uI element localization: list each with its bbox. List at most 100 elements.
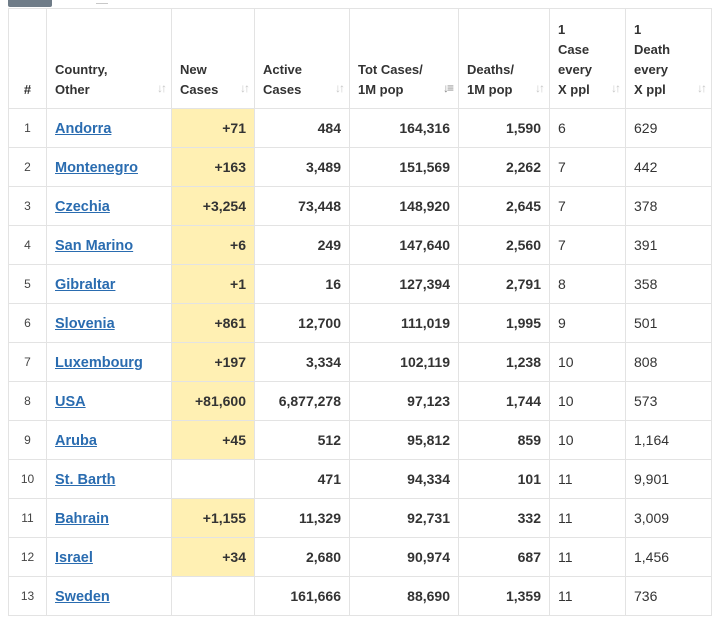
- country-cell: Sweden: [46, 576, 172, 616]
- table-row: 2 Montenegro +163 3,489 151,569 2,262 7 442: [8, 147, 712, 187]
- deaths-per-1m-cell: 859: [458, 420, 550, 460]
- country-link[interactable]: USA: [55, 393, 86, 410]
- table-row: 9 Aruba +45 512 95,812 859 10 1,164: [8, 420, 712, 460]
- new-cases-cell: +3,254: [171, 186, 255, 226]
- case-every-x-cell: 10: [549, 342, 626, 382]
- death-every-x-cell: 391: [625, 225, 712, 265]
- tot-cases-per-1m-cell: 95,812: [349, 420, 459, 460]
- col-header-country[interactable]: Country, Other ↓↑: [46, 8, 172, 109]
- case-every-x-cell: 10: [549, 381, 626, 421]
- deaths-per-1m-cell: 1,359: [458, 576, 550, 616]
- country-cell: Luxembourg: [46, 342, 172, 382]
- country-cell: St. Barth: [46, 459, 172, 499]
- col-header-death-every-line3: every: [634, 62, 668, 77]
- sort-descending-icon[interactable]: ↓≡: [442, 81, 454, 95]
- rank-cell: 2: [8, 147, 47, 187]
- case-every-x-cell: 7: [549, 186, 626, 226]
- tot-cases-per-1m-cell: 111,019: [349, 303, 459, 343]
- table-row: 3 Czechia +3,254 73,448 148,920 2,645 7 378: [8, 186, 712, 226]
- table-row: 5 Gibraltar +1 16 127,394 2,791 8 358: [8, 264, 712, 304]
- active-cases-cell: 484: [254, 108, 350, 148]
- col-header-death-every-line1: 1: [634, 22, 642, 37]
- country-link[interactable]: San Marino: [55, 237, 134, 254]
- country-cell: Slovenia: [46, 303, 172, 343]
- rank-cell: 3: [8, 186, 47, 226]
- col-header-tot-cases-per-1m[interactable]: Tot Cases/ 1M pop ↓≡: [349, 8, 459, 109]
- active-cases-cell: 2,680: [254, 537, 350, 577]
- country-link[interactable]: St. Barth: [55, 471, 116, 488]
- new-cases-cell: +45: [171, 420, 255, 460]
- col-header-deaths-line1: Deaths/: [467, 62, 514, 77]
- sort-arrows-icon[interactable]: ↓↑: [697, 81, 707, 95]
- deaths-per-1m-cell: 2,262: [458, 147, 550, 187]
- country-link[interactable]: Aruba: [55, 432, 97, 449]
- country-link[interactable]: Luxembourg: [55, 354, 143, 371]
- death-every-x-cell: 501: [625, 303, 712, 343]
- sort-arrows-icon[interactable]: ↓↑: [535, 81, 545, 95]
- active-cases-cell: 3,334: [254, 342, 350, 382]
- new-cases-cell: +197: [171, 342, 255, 382]
- country-cell: San Marino: [46, 225, 172, 265]
- country-link[interactable]: Bahrain: [55, 510, 109, 527]
- deaths-per-1m-cell: 2,560: [458, 225, 550, 265]
- tot-cases-per-1m-cell: 102,119: [349, 342, 459, 382]
- sort-arrows-icon[interactable]: ↓↑: [157, 81, 167, 95]
- death-every-x-cell: 3,009: [625, 498, 712, 538]
- country-link[interactable]: Sweden: [55, 588, 110, 605]
- case-every-x-cell: 9: [549, 303, 626, 343]
- col-header-deaths-per-1m[interactable]: Deaths/ 1M pop ↓↑: [458, 8, 550, 109]
- deaths-per-1m-cell: 687: [458, 537, 550, 577]
- case-every-x-cell: 8: [549, 264, 626, 304]
- new-cases-cell: +1,155: [171, 498, 255, 538]
- death-every-x-cell: 358: [625, 264, 712, 304]
- sort-arrows-icon[interactable]: ↓↑: [335, 81, 345, 95]
- col-header-new-cases[interactable]: New Cases ↓↑: [171, 8, 255, 109]
- col-header-rank[interactable]: #: [8, 8, 47, 109]
- death-every-x-cell: 736: [625, 576, 712, 616]
- active-cases-cell: 12,700: [254, 303, 350, 343]
- new-cases-cell: +34: [171, 537, 255, 577]
- death-every-x-cell: 1,164: [625, 420, 712, 460]
- col-header-active-cases[interactable]: Active Cases ↓↑: [254, 8, 350, 109]
- col-header-new-cases-line2: Cases: [180, 82, 219, 97]
- country-link[interactable]: Israel: [55, 549, 93, 566]
- col-header-case-every-line1: 1: [558, 22, 566, 37]
- top-tab[interactable]: [8, 0, 52, 7]
- table-row: 7 Luxembourg +197 3,334 102,119 1,238 10 808: [8, 342, 712, 382]
- rank-cell: 9: [8, 420, 47, 460]
- country-link[interactable]: Czechia: [55, 198, 110, 215]
- country-link[interactable]: Slovenia: [55, 315, 115, 332]
- covid-stats-table: # Country, Other ↓↑ New Cases ↓↑ Active …: [8, 8, 712, 616]
- rank-cell: 13: [8, 576, 47, 616]
- new-cases-cell: +861: [171, 303, 255, 343]
- col-header-tot-cases-line1: Tot Cases/: [358, 62, 423, 77]
- table-row: 1 Andorra +71 484 164,316 1,590 6 629: [8, 108, 712, 148]
- rank-cell: 11: [8, 498, 47, 538]
- new-cases-cell: +163: [171, 147, 255, 187]
- col-header-new-cases-line1: New: [180, 62, 207, 77]
- col-header-death-every-x[interactable]: 1 Death every X ppl ↓↑: [625, 8, 712, 109]
- deaths-per-1m-cell: 332: [458, 498, 550, 538]
- country-link[interactable]: Montenegro: [55, 159, 138, 176]
- rank-cell: 10: [8, 459, 47, 499]
- sort-arrows-icon[interactable]: ↓↑: [240, 81, 250, 95]
- new-cases-cell: +6: [171, 225, 255, 265]
- sort-arrows-icon[interactable]: ↓↑: [611, 81, 621, 95]
- deaths-per-1m-cell: 101: [458, 459, 550, 499]
- case-every-x-cell: 11: [549, 576, 626, 616]
- col-header-deaths-line2: 1M pop: [467, 82, 513, 97]
- death-every-x-cell: 808: [625, 342, 712, 382]
- rank-cell: 8: [8, 381, 47, 421]
- table-row: 12 Israel +34 2,680 90,974 687 11 1,456: [8, 537, 712, 577]
- tot-cases-per-1m-cell: 127,394: [349, 264, 459, 304]
- country-link[interactable]: Andorra: [55, 120, 112, 137]
- new-cases-cell: +71: [171, 108, 255, 148]
- active-cases-cell: 249: [254, 225, 350, 265]
- col-header-tot-cases-line2: 1M pop: [358, 82, 404, 97]
- new-cases-cell: [171, 576, 255, 616]
- case-every-x-cell: 11: [549, 537, 626, 577]
- col-header-country-line2: Other: [55, 82, 90, 97]
- country-link[interactable]: Gibraltar: [55, 276, 116, 293]
- col-header-case-every-x[interactable]: 1 Case every X ppl ↓↑: [549, 8, 626, 109]
- active-cases-cell: 471: [254, 459, 350, 499]
